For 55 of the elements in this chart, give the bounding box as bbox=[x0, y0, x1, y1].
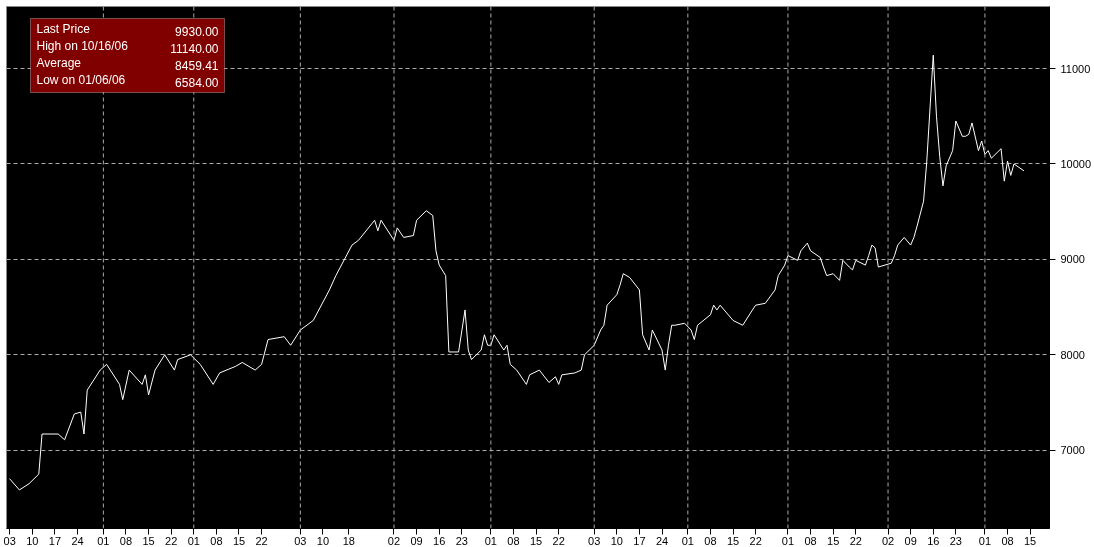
x-tick-label: 16 bbox=[927, 534, 940, 547]
annotation: Last Price bbox=[36, 21, 91, 36]
x-tick-label: 15 bbox=[726, 534, 740, 547]
x-tick-label: 09 bbox=[410, 534, 423, 547]
x-tick-label: 24 bbox=[71, 534, 84, 547]
x-tick-label: 01 bbox=[681, 534, 694, 547]
x-tick-label: 01 bbox=[484, 534, 497, 547]
x-tick-label: 03 bbox=[3, 534, 16, 547]
annotation: High on 10/16/06 bbox=[36, 38, 129, 53]
x-tick-label: 18 bbox=[342, 534, 355, 547]
x-tick-label: 23 bbox=[455, 534, 468, 547]
x-tick-label: 10 bbox=[316, 534, 330, 547]
x-tick-label: 08 bbox=[210, 534, 223, 547]
x-tick-label: 01 bbox=[781, 534, 795, 547]
x-tick-label: 22 bbox=[749, 534, 762, 547]
annotation: 6584.00 bbox=[175, 75, 219, 90]
x-tick-label: 15 bbox=[232, 534, 246, 547]
x-tick-label: 03 bbox=[294, 534, 307, 547]
x-tick-label: 15 bbox=[142, 534, 155, 547]
x-tick-label: 08 bbox=[1001, 534, 1014, 547]
x-tick-label: 22 bbox=[849, 534, 862, 547]
x-tick-label: 08 bbox=[119, 534, 133, 547]
y-tick-label: 7000 bbox=[1060, 444, 1085, 457]
x-tick-label: 01 bbox=[978, 534, 992, 547]
annotation: Low on 01/06/06 bbox=[36, 72, 126, 87]
x-tick-label: 15 bbox=[529, 534, 543, 547]
y-tick-label: 10000 bbox=[1060, 157, 1092, 170]
y-tick-label: 9000 bbox=[1060, 253, 1085, 266]
x-tick-label: 15 bbox=[1024, 534, 1037, 547]
annotation: 8459.41 bbox=[175, 58, 219, 73]
annotation: Average bbox=[36, 55, 82, 70]
x-tick-label: 01 bbox=[97, 534, 110, 547]
x-tick-label: 02 bbox=[387, 534, 401, 547]
x-tick-label: 03 bbox=[588, 534, 601, 547]
x-tick-label: 10 bbox=[26, 534, 39, 547]
annotation: 9930.00 bbox=[175, 24, 219, 39]
x-tick-label: 24 bbox=[655, 534, 669, 547]
x-tick-label: 23 bbox=[949, 534, 962, 547]
x-tick-label: 09 bbox=[904, 534, 917, 547]
x-tick-label: 15 bbox=[827, 534, 840, 547]
x-tick-label: 17 bbox=[633, 534, 646, 547]
x-tick-label: 08 bbox=[704, 534, 717, 547]
y-tick-label: 8000 bbox=[1060, 348, 1085, 361]
x-tick-label: 22 bbox=[255, 534, 268, 547]
x-tick-label: 10 bbox=[610, 534, 623, 547]
x-tick-label: 22 bbox=[552, 534, 565, 547]
x-tick-label: 17 bbox=[48, 534, 62, 547]
x-tick-label: 08 bbox=[507, 534, 520, 547]
x-tick-label: 08 bbox=[804, 534, 817, 547]
x-tick-label: 01 bbox=[187, 534, 200, 547]
annotation: 11140.00 bbox=[170, 41, 219, 56]
x-tick-label: 22 bbox=[165, 534, 178, 547]
y-tick-label: 11000 bbox=[1060, 62, 1091, 75]
x-tick-label: 16 bbox=[433, 534, 446, 547]
x-tick-label: 02 bbox=[881, 534, 895, 547]
